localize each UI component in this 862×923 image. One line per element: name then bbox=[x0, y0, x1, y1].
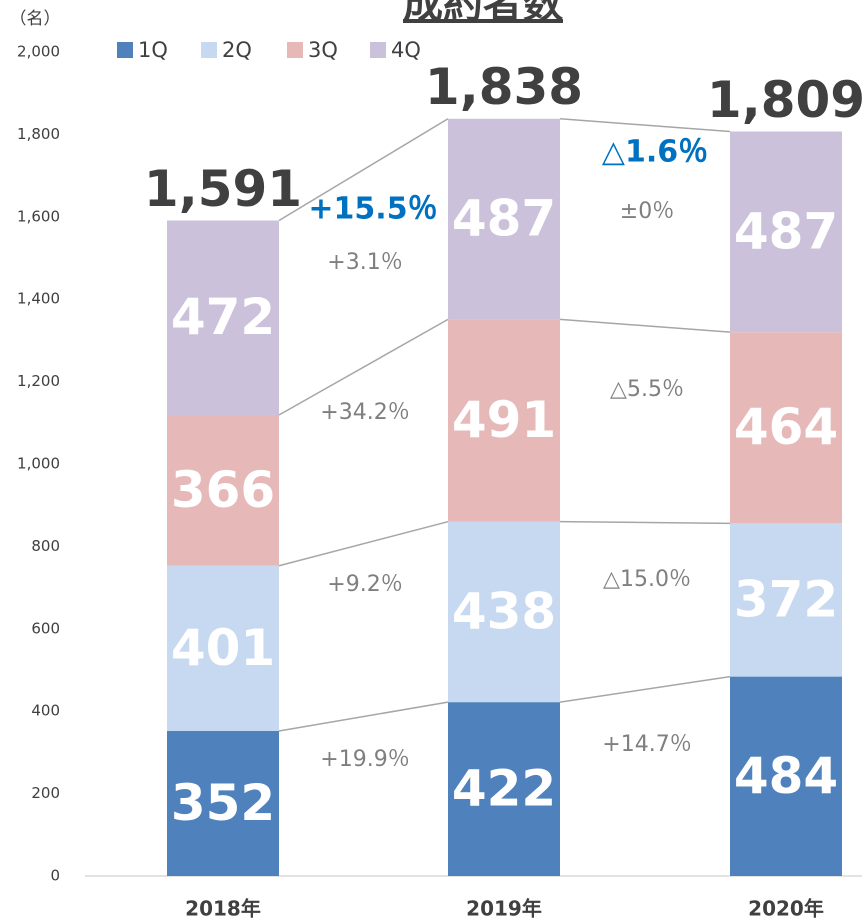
y-tick-label: 800 bbox=[31, 537, 60, 555]
segment-label: 491 bbox=[452, 391, 556, 449]
segment-label: 401 bbox=[171, 619, 275, 677]
change-label: +9.2％ bbox=[327, 572, 402, 597]
chart-title: 成約者数 bbox=[403, 0, 563, 27]
total-label: 1,809 bbox=[707, 71, 862, 129]
change-label: ±0％ bbox=[620, 199, 674, 224]
bar-segment bbox=[167, 730, 279, 876]
legend-label: 1Q bbox=[138, 38, 168, 62]
bar-segment bbox=[167, 565, 279, 731]
connector-line bbox=[559, 318, 731, 333]
y-tick-label: 0 bbox=[50, 867, 60, 885]
y-tick-label: 2,000 bbox=[17, 43, 60, 61]
legend-label: 2Q bbox=[222, 38, 252, 62]
connector-line bbox=[278, 118, 449, 222]
bar-segment bbox=[167, 414, 279, 566]
y-tick-label: 600 bbox=[31, 619, 60, 637]
connector-line bbox=[559, 675, 731, 703]
legend-swatch bbox=[287, 42, 303, 58]
bar-segment bbox=[448, 521, 560, 703]
bar-segment bbox=[167, 220, 279, 415]
segment-label: 422 bbox=[452, 760, 556, 818]
segment-label: 352 bbox=[171, 774, 275, 832]
segment-label: 472 bbox=[171, 288, 275, 346]
total-change-label: △1.6％ bbox=[602, 135, 708, 170]
total-label: 1,838 bbox=[425, 58, 583, 116]
legend-swatch bbox=[370, 42, 386, 58]
y-tick-label: 1,400 bbox=[17, 290, 60, 308]
bar-segment bbox=[730, 676, 842, 876]
connector-line bbox=[559, 117, 731, 133]
connector-line bbox=[278, 318, 449, 416]
connector-line bbox=[278, 701, 449, 732]
bar-segment bbox=[448, 319, 560, 522]
y-tick-label: 1,600 bbox=[17, 207, 60, 225]
bar-segment bbox=[730, 523, 842, 677]
x-tick-label: 2018年 bbox=[185, 897, 261, 921]
x-tick-label: 2019年 bbox=[466, 897, 542, 921]
segment-label: 487 bbox=[734, 202, 838, 260]
y-tick-label: 1,200 bbox=[17, 372, 60, 390]
y-tick-label: 1,800 bbox=[17, 125, 60, 143]
bar-segment bbox=[730, 131, 842, 333]
connector-line bbox=[559, 520, 731, 525]
y-tick-label: 400 bbox=[31, 702, 60, 720]
segment-label: 366 bbox=[171, 461, 275, 519]
legend-swatch bbox=[201, 42, 217, 58]
change-label: +14.7％ bbox=[602, 732, 691, 757]
legend-label: 4Q bbox=[391, 38, 421, 62]
unit-label: （名） bbox=[10, 9, 61, 29]
change-label: +19.9％ bbox=[320, 747, 409, 772]
change-label: △15.0％ bbox=[603, 567, 691, 592]
legend-swatch bbox=[117, 42, 133, 58]
y-tick-label: 200 bbox=[31, 784, 60, 802]
bar-segment bbox=[448, 702, 560, 876]
change-label: +3.1％ bbox=[327, 250, 402, 275]
bar-segment bbox=[448, 118, 560, 320]
change-label: △5.5％ bbox=[610, 377, 684, 402]
connector-line bbox=[278, 520, 449, 567]
segment-label: 487 bbox=[452, 190, 556, 248]
segment-label: 464 bbox=[734, 398, 838, 456]
legend-label: 3Q bbox=[308, 38, 338, 62]
total-label: 1,591 bbox=[144, 160, 302, 218]
x-tick-label: 2020年 bbox=[748, 897, 824, 921]
total-change-label: +15.5％ bbox=[308, 192, 437, 227]
change-label: +34.2％ bbox=[320, 400, 409, 425]
segment-label: 438 bbox=[452, 582, 556, 640]
y-tick-label: 1,000 bbox=[17, 455, 60, 473]
bar-segment bbox=[730, 332, 842, 524]
segment-label: 484 bbox=[734, 747, 838, 805]
segment-label: 372 bbox=[734, 570, 838, 628]
